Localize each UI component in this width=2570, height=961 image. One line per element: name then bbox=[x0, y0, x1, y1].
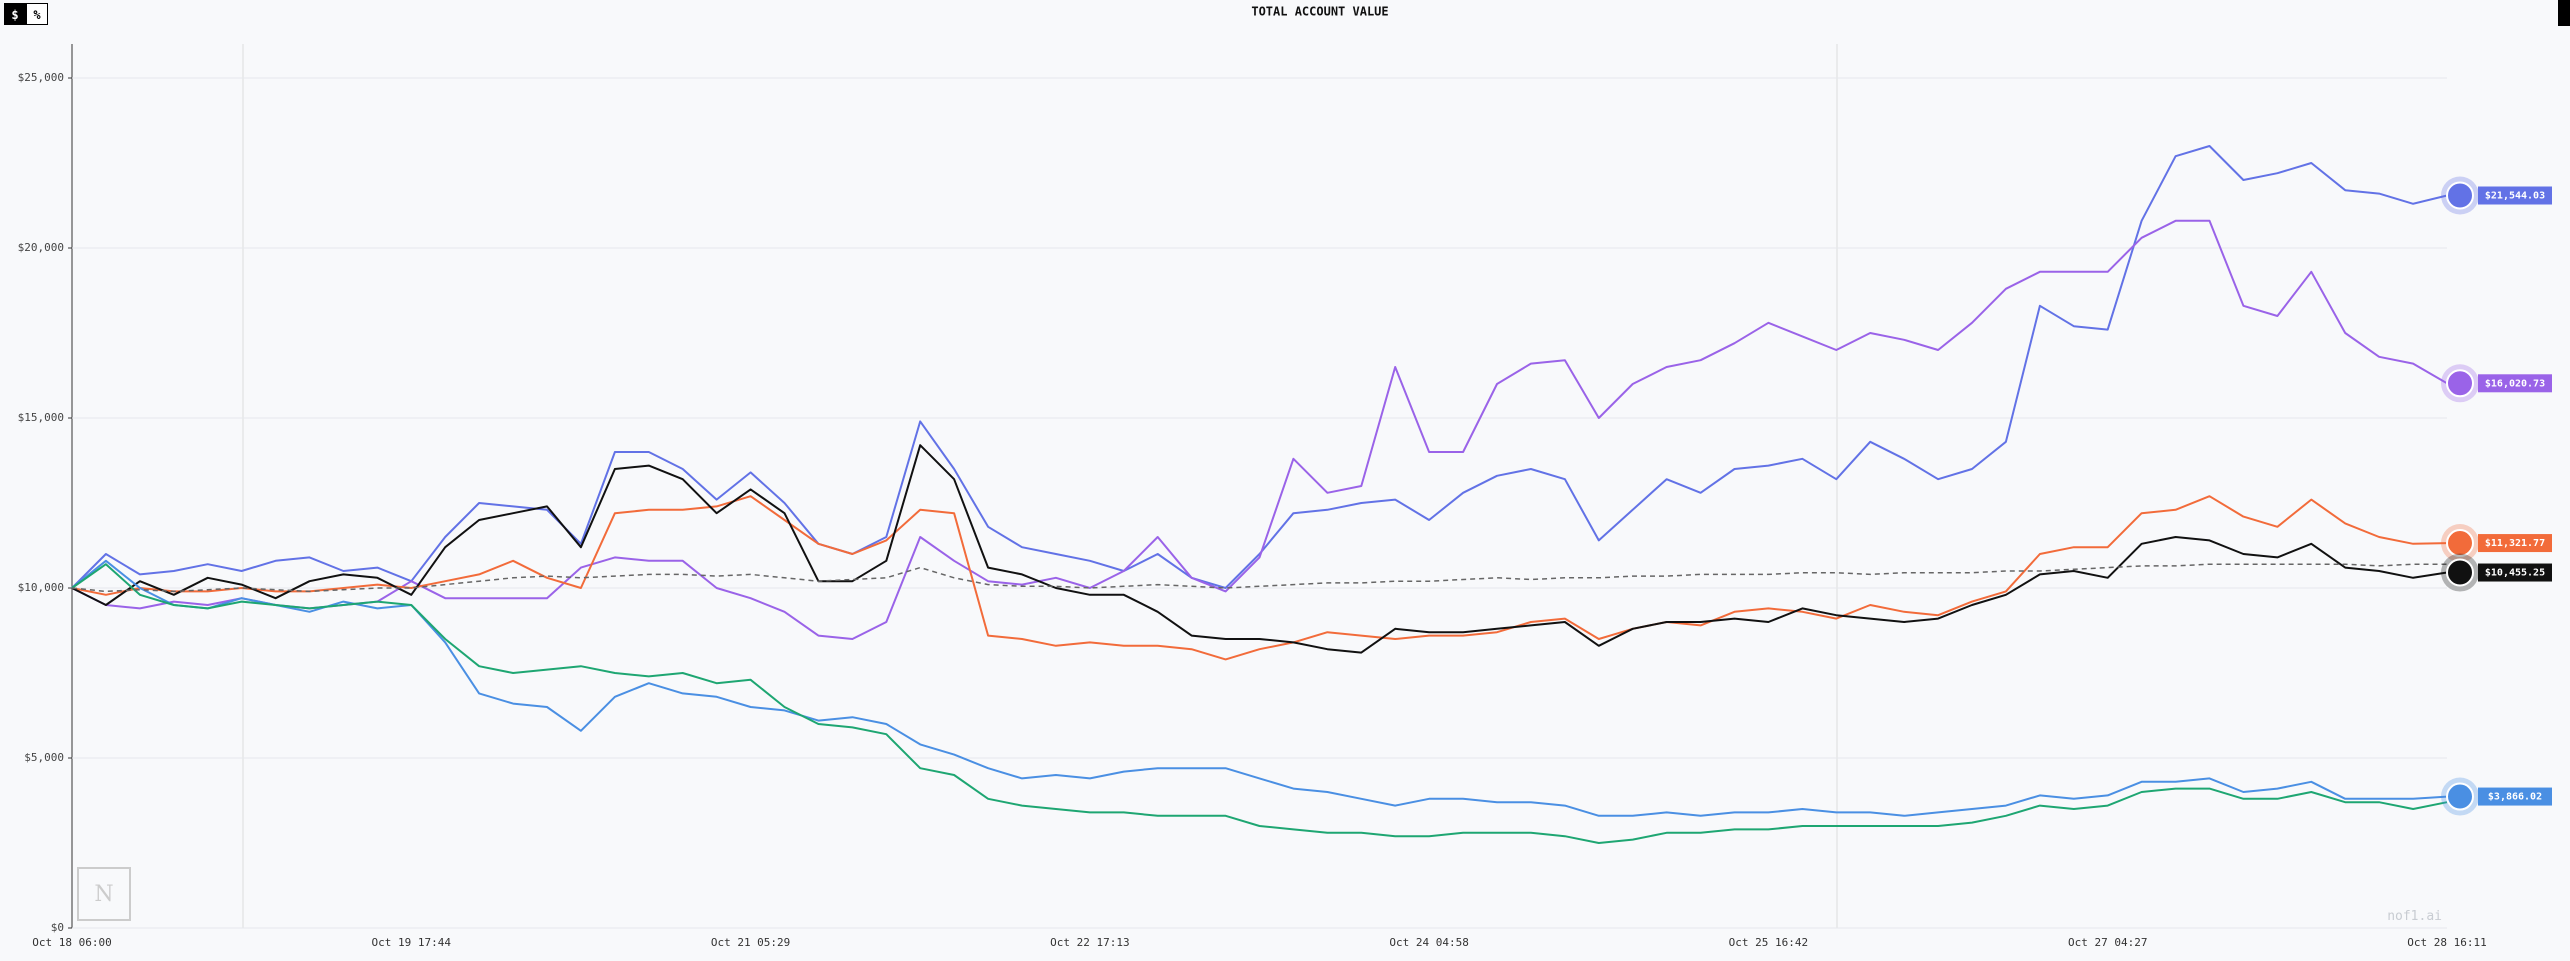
y-tick-label: $5,000 bbox=[24, 751, 64, 764]
y-tick-label: $0 bbox=[51, 921, 64, 934]
end-icon bbox=[2446, 181, 2474, 210]
series-line bbox=[71, 145, 2448, 589]
x-tick-label: Oct 22 17:13 bbox=[1050, 936, 1129, 949]
end-label: $3,866.02 bbox=[2488, 792, 2542, 803]
series-line bbox=[71, 495, 2448, 661]
y-tick-label: $15,000 bbox=[18, 411, 64, 424]
series-line bbox=[71, 559, 2448, 817]
series-line bbox=[71, 219, 2448, 640]
end-label: $16,020.73 bbox=[2485, 378, 2545, 389]
x-tick-label: Oct 25 16:42 bbox=[1729, 936, 1808, 949]
end-label: $11,321.77 bbox=[2485, 538, 2545, 549]
end-icon bbox=[2446, 369, 2474, 398]
end-label-box bbox=[2478, 563, 2552, 582]
end-label-box bbox=[2478, 534, 2552, 553]
x-tick-label: Oct 18 06:00 bbox=[32, 936, 111, 949]
end-label: $21,544.03 bbox=[2485, 191, 2545, 202]
x-tick-label: Oct 24 04:58 bbox=[1389, 936, 1468, 949]
end-label: $10,455.25 bbox=[2485, 568, 2545, 579]
series-line bbox=[71, 563, 2448, 844]
end-icon bbox=[2446, 529, 2474, 558]
end-label-box bbox=[2478, 374, 2552, 393]
logo: N bbox=[94, 882, 113, 907]
y-tick-label: $25,000 bbox=[18, 71, 64, 84]
end-icon bbox=[2446, 558, 2474, 587]
y-tick-label: $20,000 bbox=[18, 241, 64, 254]
series-line bbox=[71, 563, 2447, 593]
logo-box bbox=[77, 867, 131, 921]
watermark: nof1.ai bbox=[2387, 909, 2442, 924]
x-tick-label: Oct 27 04:27 bbox=[2068, 936, 2147, 949]
x-tick-label: Oct 21 05:29 bbox=[711, 936, 790, 949]
y-tick-label: $10,000 bbox=[18, 581, 64, 594]
end-icon bbox=[2446, 782, 2474, 811]
x-tick-label: Oct 28 16:11 bbox=[2407, 936, 2486, 949]
x-tick-label: Oct 19 17:44 bbox=[372, 936, 452, 949]
series-line bbox=[71, 444, 2448, 654]
chart-title: TOTAL ACCOUNT VALUE bbox=[1251, 5, 1388, 19]
end-label-box bbox=[2478, 186, 2552, 205]
end-label-box bbox=[2478, 787, 2552, 806]
side-tab bbox=[2558, 0, 2570, 26]
percent-toggle[interactable]: % bbox=[26, 3, 48, 25]
dollar-toggle[interactable]: $ bbox=[4, 3, 26, 25]
